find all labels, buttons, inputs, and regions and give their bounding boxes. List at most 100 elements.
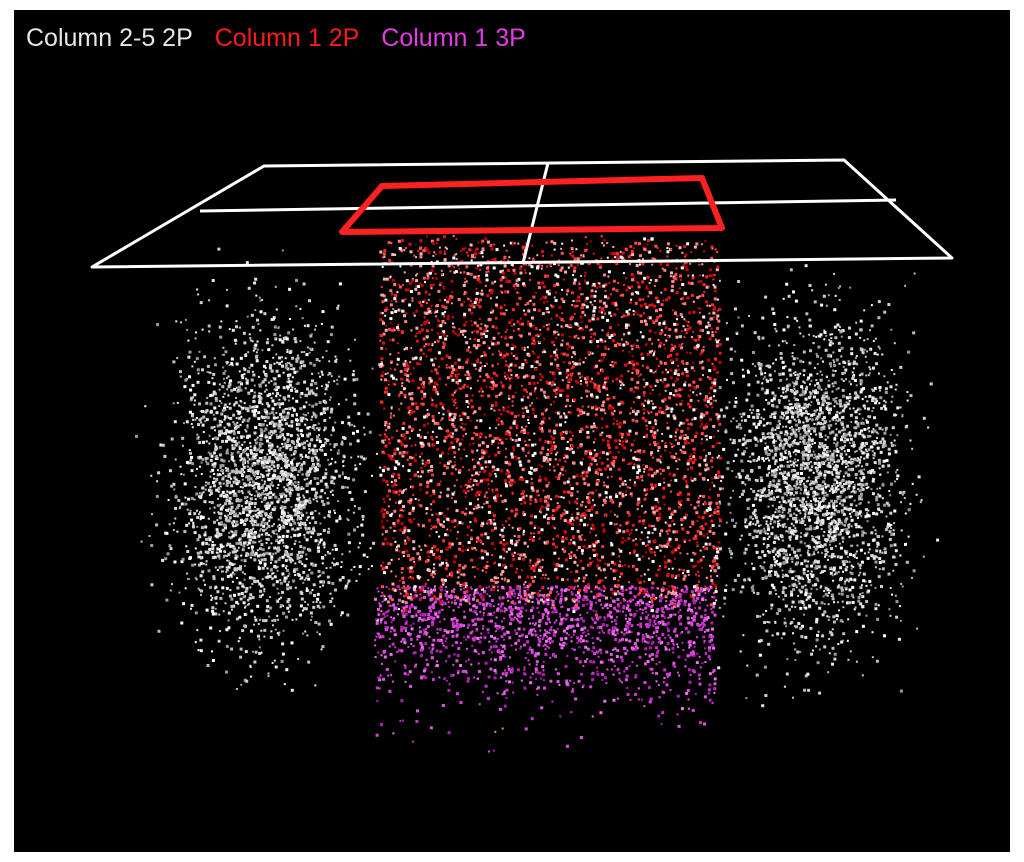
white-point [878, 508, 881, 511]
white-point [844, 550, 847, 553]
white-point [762, 613, 765, 616]
white-point [264, 493, 267, 496]
white-point [281, 473, 285, 477]
white-point [834, 336, 838, 340]
white-point [864, 355, 867, 358]
white-point [329, 490, 332, 493]
white-point [811, 574, 814, 577]
white-point [327, 552, 330, 555]
white-point [865, 462, 869, 466]
white-point [264, 504, 268, 508]
white-point [308, 469, 312, 473]
white-point [778, 519, 781, 522]
white-point [199, 574, 203, 578]
white-point [779, 438, 782, 441]
white-point [212, 382, 216, 386]
white-point [239, 522, 242, 524]
white-point [848, 455, 851, 458]
white-point [284, 453, 287, 456]
white-point [784, 557, 788, 561]
white-point [815, 485, 819, 489]
white-point [745, 447, 748, 450]
white-point [260, 415, 263, 418]
white-point [892, 569, 895, 572]
white-point [197, 293, 200, 296]
white-point [746, 369, 749, 372]
white-point [831, 462, 834, 465]
white-point [827, 504, 831, 508]
white-point [784, 485, 787, 488]
white-point [838, 571, 840, 574]
white-point [872, 340, 875, 342]
white-point [240, 458, 243, 461]
white-point [803, 559, 807, 563]
white-point [744, 562, 747, 565]
white-point [253, 449, 256, 452]
white-point [792, 290, 795, 294]
white-point [226, 542, 229, 545]
white-point [227, 507, 230, 510]
white-point [286, 475, 289, 478]
white-point [250, 516, 254, 520]
white-point [871, 396, 875, 400]
white-point [239, 512, 242, 515]
white-point [299, 340, 302, 342]
white-point [278, 598, 281, 600]
white-point [803, 428, 807, 432]
white-point [834, 400, 838, 404]
white-point [197, 436, 200, 439]
white-point [781, 523, 785, 527]
white-point [251, 650, 254, 653]
white-point [841, 510, 845, 514]
white-point [259, 449, 263, 453]
white-point [861, 433, 865, 437]
white-point [770, 583, 774, 587]
white-point [872, 556, 876, 560]
white-point [181, 436, 185, 440]
white-point [767, 453, 771, 456]
white-point [297, 422, 301, 426]
white-point [264, 576, 267, 579]
white-point [341, 576, 345, 579]
white-point [776, 426, 779, 429]
white-point [279, 604, 283, 607]
white-point [286, 554, 290, 558]
white-point [261, 442, 264, 445]
white-point [336, 378, 339, 381]
white-point [264, 410, 268, 414]
white-point [249, 449, 253, 452]
white-point [807, 553, 811, 557]
white-point [324, 492, 327, 495]
white-point [222, 504, 225, 507]
white-point [756, 380, 760, 384]
white-point [855, 550, 858, 553]
white-point [802, 482, 805, 485]
white-point [214, 596, 218, 600]
white-point [243, 530, 246, 533]
white-point [874, 607, 878, 611]
white-point [805, 407, 808, 410]
white-point [816, 536, 819, 539]
white-point [193, 399, 196, 402]
white-point [787, 511, 790, 514]
white-point [792, 451, 795, 454]
white-point [224, 602, 227, 605]
white-point [715, 399, 717, 402]
white-point [290, 558, 293, 561]
white-point [211, 377, 214, 380]
white-point [331, 548, 334, 551]
white-point [826, 550, 829, 553]
white-point [841, 478, 845, 482]
white-point [856, 483, 859, 486]
white-point [232, 421, 235, 424]
white-point [299, 467, 303, 471]
white-point [785, 501, 788, 504]
white-point [263, 562, 267, 566]
white-point [238, 615, 242, 619]
white-point [826, 509, 829, 512]
white-point [756, 519, 759, 522]
white-point [896, 474, 900, 478]
white-point [784, 594, 788, 598]
white-point [741, 368, 744, 371]
white-point [312, 487, 316, 491]
